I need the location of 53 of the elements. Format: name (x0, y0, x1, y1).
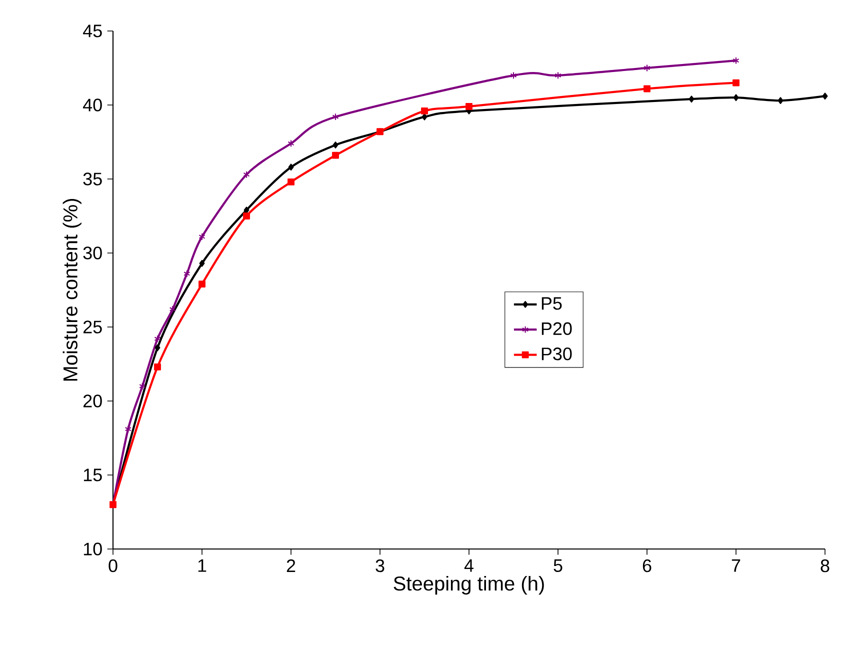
point (243, 212, 250, 220)
y-tick-label: 10 (84, 542, 102, 556)
point (184, 270, 190, 278)
x-tick-label: 3 (376, 559, 384, 572)
point (139, 382, 146, 390)
point (154, 363, 161, 370)
y-axis-title: Moisture content (%) (62, 199, 82, 381)
y-tick-label: 20 (83, 394, 102, 408)
x-tick-label: 8 (820, 559, 830, 572)
y-tick-label: 30 (83, 246, 102, 260)
point (332, 152, 339, 159)
y-tick-label: 35 (83, 172, 102, 186)
point (688, 96, 694, 103)
y-tick-label: 40 (83, 98, 102, 112)
x-tick-label: 1 (198, 559, 206, 572)
point (288, 140, 294, 148)
x-tick-label: 0 (108, 559, 118, 572)
point (644, 64, 650, 72)
x-tick-label: 7 (732, 559, 740, 572)
legend-label: P5 (542, 297, 562, 310)
point (332, 141, 338, 148)
point (644, 85, 650, 92)
point (732, 56, 740, 64)
point (732, 79, 740, 86)
x-axis-title: Steeping time (h) (394, 576, 544, 595)
point (466, 103, 472, 110)
legend-label: P30 (542, 348, 572, 360)
point (198, 280, 206, 288)
point (332, 113, 339, 121)
point (822, 92, 828, 100)
point (169, 306, 176, 313)
x-tick-label: 4 (464, 559, 474, 572)
x-tick-label: 2 (286, 559, 296, 572)
point (243, 170, 250, 178)
point (733, 94, 739, 102)
y-tick-label: 15 (84, 468, 102, 482)
point (288, 164, 294, 171)
y-tick-label: 45 (83, 24, 102, 38)
point (554, 72, 562, 80)
point (154, 344, 160, 352)
point (510, 72, 517, 80)
legend-label: P20 (542, 322, 572, 336)
point (124, 425, 132, 433)
point (154, 335, 161, 343)
point (199, 260, 205, 267)
x-tick-label: 6 (642, 559, 652, 572)
point (288, 178, 294, 186)
point (778, 97, 784, 104)
y-tick-label: 25 (83, 320, 102, 334)
point (422, 113, 428, 120)
point (421, 107, 428, 114)
point (198, 232, 206, 240)
x-tick-label: 5 (554, 559, 562, 572)
